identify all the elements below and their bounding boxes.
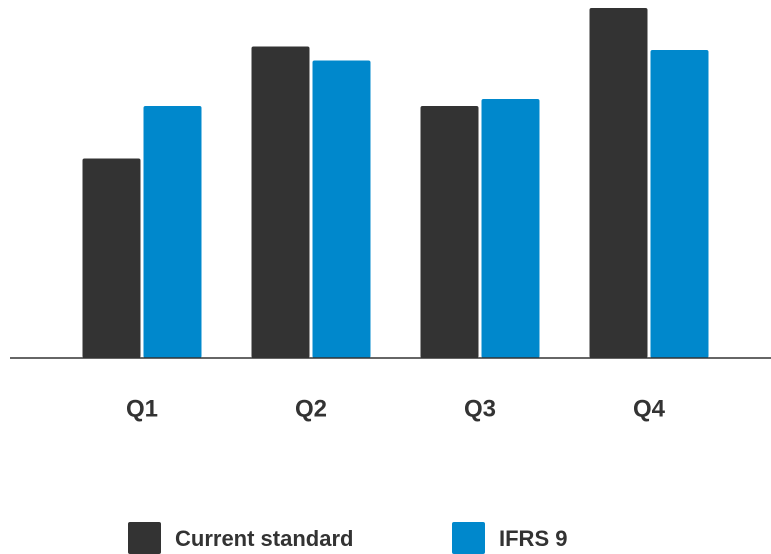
bar — [650, 50, 709, 358]
legend-label: Current standard — [175, 526, 353, 551]
x-tick-label: Q2 — [295, 395, 327, 422]
bar — [82, 158, 141, 358]
bar — [420, 106, 479, 358]
legend-swatch — [452, 522, 485, 554]
x-tick-label: Q3 — [464, 395, 496, 422]
bar — [251, 46, 310, 358]
x-tick-label: Q1 — [126, 395, 158, 422]
legend-swatch — [128, 522, 161, 554]
x-tick-label: Q4 — [633, 395, 666, 422]
legend-label: IFRS 9 — [499, 526, 567, 551]
bar — [312, 60, 371, 358]
bar — [589, 8, 648, 358]
bar — [143, 106, 202, 358]
bar — [481, 99, 540, 358]
